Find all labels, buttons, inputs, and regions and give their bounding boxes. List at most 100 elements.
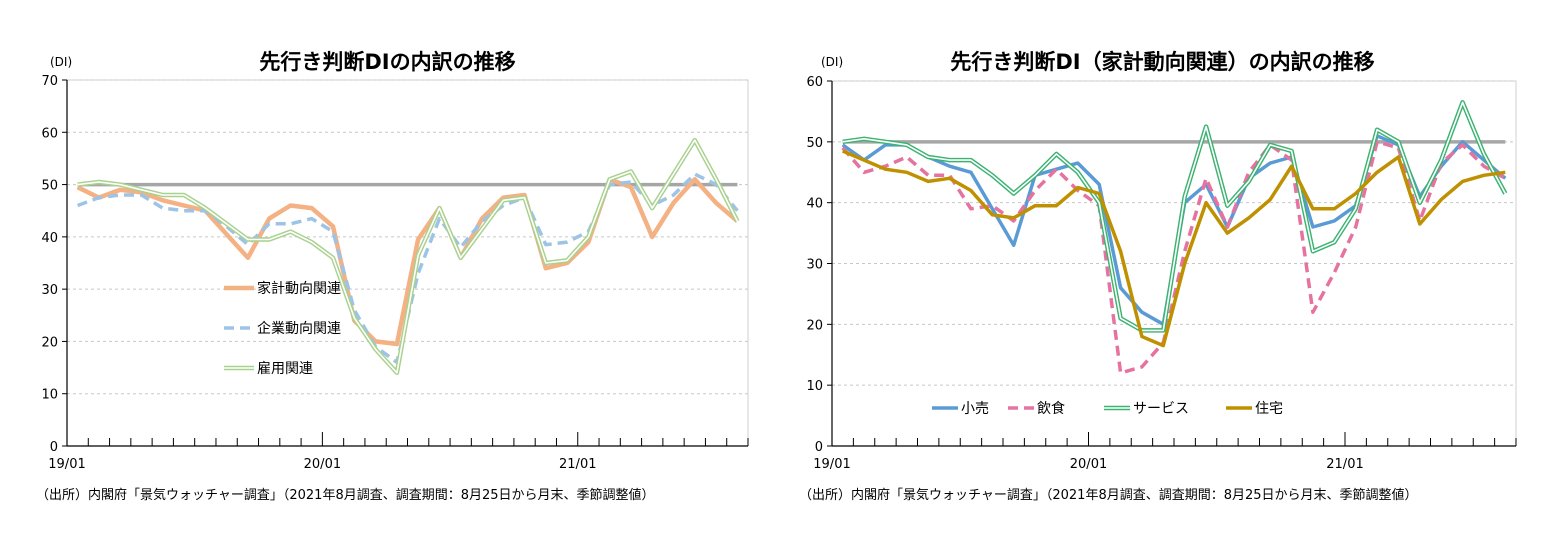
- data-point: [1013, 217, 1015, 219]
- data-point: [1291, 150, 1293, 152]
- data-point: [992, 205, 994, 207]
- data-point: [1269, 162, 1271, 164]
- data-point: [1056, 153, 1058, 155]
- series-3: [842, 100, 1508, 333]
- data-point: [970, 208, 972, 210]
- y-unit-label: (DI): [821, 55, 844, 69]
- data-point: [141, 194, 143, 196]
- data-point: [77, 205, 79, 207]
- x-tick-label: 19/01: [48, 457, 85, 472]
- legend-label: 雇用関連: [257, 360, 313, 377]
- data-point: [1291, 165, 1293, 167]
- data-point: [1334, 208, 1336, 210]
- data-point: [1205, 202, 1207, 204]
- data-point: [1013, 244, 1015, 246]
- data-point: [545, 262, 547, 264]
- data-point: [970, 190, 972, 192]
- y-tick-label: 30: [41, 283, 58, 298]
- y-tick-label: 10: [41, 388, 58, 403]
- data-point: [1205, 178, 1207, 180]
- data-point: [1056, 205, 1058, 207]
- data-point: [1141, 336, 1143, 338]
- data-point: [268, 218, 270, 220]
- data-point: [311, 207, 313, 209]
- series-4: [842, 149, 1506, 348]
- data-point: [673, 194, 675, 196]
- data-point: [949, 165, 951, 167]
- legend-label: 家計動向関連: [257, 280, 341, 297]
- data-point: [1312, 251, 1314, 253]
- series-line: [842, 149, 1506, 348]
- y-tick-label: 50: [41, 179, 58, 194]
- y-tick-label: 0: [50, 440, 58, 455]
- data-point: [162, 200, 164, 202]
- right-chart-panel: 先行き判断DI（家計動向関連）の内訳の推移 (DI) 0 10 20 30 40 50 60…: [775, 0, 1550, 552]
- data-point: [992, 175, 994, 177]
- data-point: [1034, 190, 1036, 192]
- data-point: [226, 223, 228, 225]
- data-point: [1462, 181, 1464, 183]
- data-point: [970, 172, 972, 174]
- legend-item: 小売: [932, 401, 989, 417]
- data-point: [1269, 144, 1271, 146]
- data-point: [290, 205, 292, 207]
- y-tick-label: 10: [806, 379, 823, 394]
- data-point: [141, 189, 143, 191]
- data-point: [992, 208, 994, 210]
- data-point: [1483, 153, 1485, 155]
- series-line-outer: [77, 137, 740, 376]
- data-point: [162, 194, 164, 196]
- data-point: [1398, 141, 1400, 143]
- data-point: [460, 257, 462, 259]
- data-point: [1141, 311, 1143, 313]
- data-point: [1141, 366, 1143, 368]
- data-point: [630, 171, 632, 173]
- data-point: [1462, 102, 1464, 104]
- data-point: [247, 244, 249, 246]
- data-point: [1334, 220, 1336, 222]
- legend-item: 住宅: [1226, 401, 1283, 417]
- data-point: [354, 317, 356, 319]
- data-point: [842, 150, 844, 152]
- y-tick-label: 20: [41, 335, 58, 350]
- data-point: [247, 239, 249, 241]
- data-point: [1440, 199, 1442, 201]
- data-point: [630, 186, 632, 188]
- legend-item: 企業動向関連: [224, 320, 341, 337]
- data-point: [1184, 263, 1186, 265]
- data-point: [1013, 193, 1015, 195]
- data-point: [566, 241, 568, 243]
- data-point: [1355, 193, 1357, 195]
- data-point: [1334, 272, 1336, 274]
- data-point: [630, 181, 632, 183]
- data-point: [396, 343, 398, 345]
- data-point: [98, 181, 100, 183]
- series-line-inner: [77, 139, 739, 374]
- data-point: [609, 179, 611, 181]
- data-point: [673, 202, 675, 204]
- data-point: [1334, 241, 1336, 243]
- data-point: [1098, 184, 1100, 186]
- data-point: [332, 226, 334, 228]
- legend-item: サービス: [1104, 401, 1189, 417]
- data-point: [77, 184, 79, 186]
- x-tick-label: 19/01: [813, 457, 850, 472]
- data-point: [1355, 208, 1357, 210]
- data-point: [183, 205, 185, 207]
- data-point: [162, 207, 164, 209]
- data-point: [375, 341, 377, 343]
- data-point: [1098, 202, 1100, 204]
- data-point: [1419, 223, 1421, 225]
- data-point: [1376, 141, 1378, 143]
- data-point: [268, 223, 270, 225]
- data-point: [460, 247, 462, 249]
- data-point: [183, 194, 185, 196]
- data-point: [1248, 181, 1250, 183]
- data-point: [524, 197, 526, 199]
- data-point: [1269, 199, 1271, 201]
- data-point: [545, 244, 547, 246]
- data-point: [651, 236, 653, 238]
- data-point: [332, 257, 334, 259]
- legend-label: 企業動向関連: [257, 320, 341, 337]
